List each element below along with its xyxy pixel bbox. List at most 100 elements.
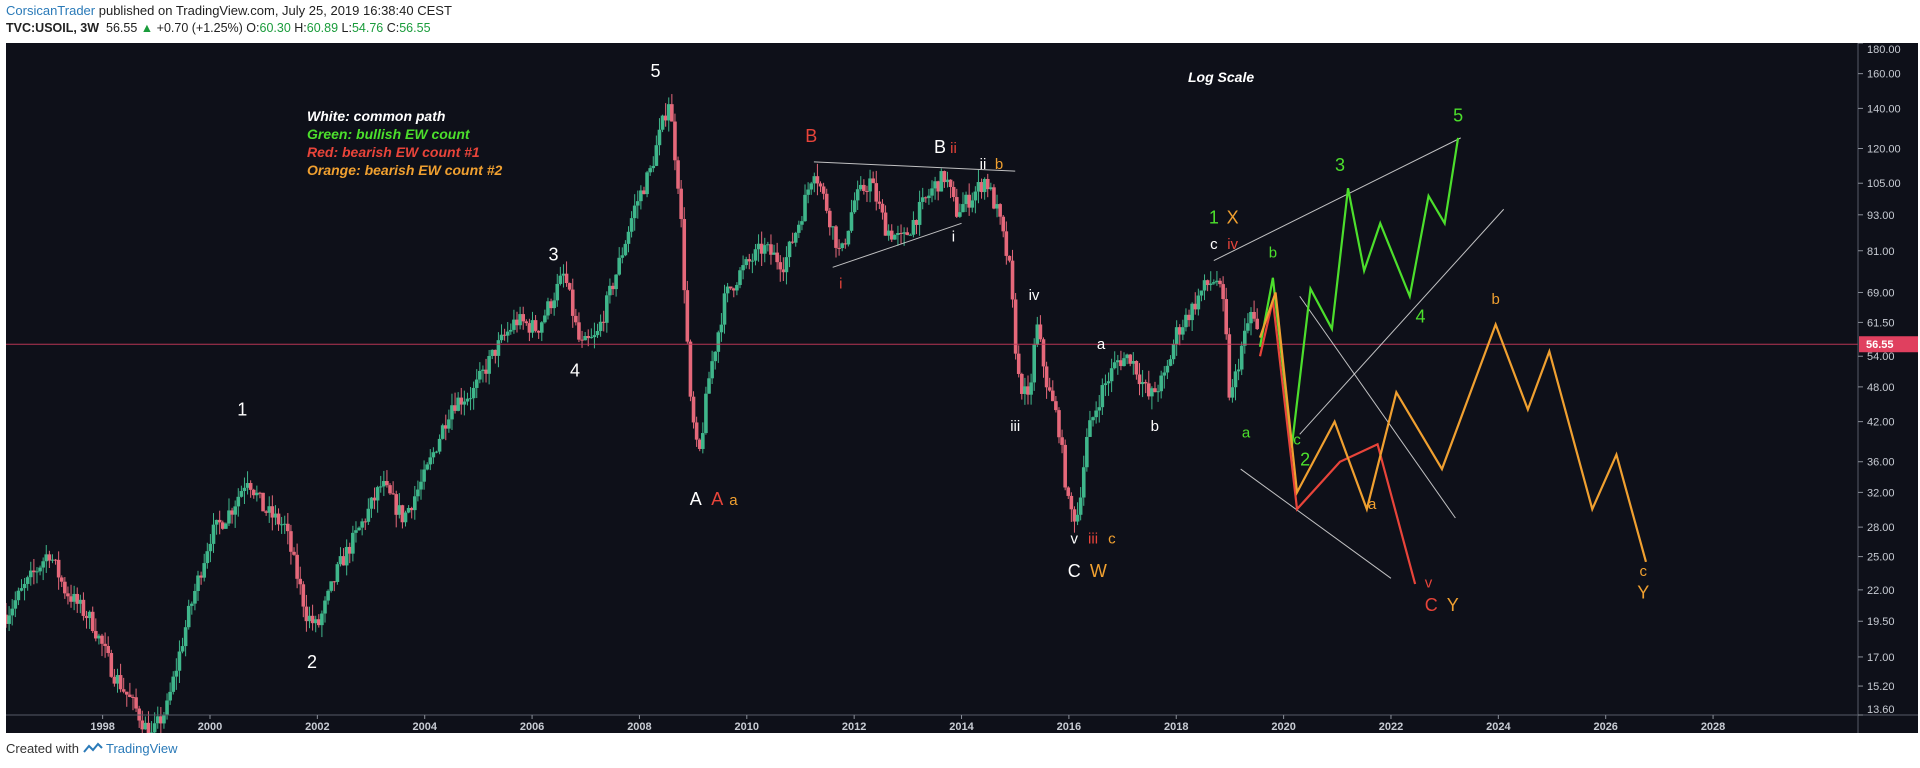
candle-body	[217, 519, 222, 523]
drawings-layer	[6, 137, 1858, 585]
candle-body	[13, 600, 18, 609]
candle-body	[766, 244, 770, 246]
candle-body	[605, 295, 609, 323]
candle-body	[803, 194, 807, 222]
candle-body	[109, 653, 114, 677]
time-tick-label: 2004	[412, 721, 437, 733]
candle-body	[490, 349, 495, 357]
candle-body	[809, 183, 814, 190]
candle-body	[372, 497, 377, 501]
wave-label: 5	[651, 61, 661, 81]
candle-body	[750, 260, 755, 262]
candle-body	[131, 696, 135, 698]
candle-body	[728, 286, 733, 289]
candle-body	[453, 405, 457, 411]
candle-body	[112, 676, 117, 684]
candle-body	[282, 523, 287, 525]
candle-body	[608, 285, 612, 296]
candle-body	[1187, 314, 1191, 321]
candle-body	[1081, 467, 1086, 498]
candle-body	[1032, 344, 1037, 383]
wave-label: 2	[307, 652, 317, 672]
wave-label: 3	[549, 245, 559, 265]
candle-body	[1212, 282, 1216, 284]
candle-body	[1035, 324, 1040, 345]
time-tick-label: 2014	[949, 721, 974, 733]
candle-body	[298, 578, 303, 585]
candle-body	[146, 722, 151, 733]
candle-body	[657, 129, 662, 146]
candle-body	[880, 203, 885, 213]
close-label: C:	[386, 21, 400, 35]
candle-body	[1233, 371, 1238, 388]
candle-body	[1044, 366, 1049, 388]
candle-body	[208, 543, 213, 552]
candle-body	[849, 212, 854, 231]
wave-label: 1	[1209, 207, 1219, 227]
candle-body	[1078, 497, 1083, 515]
candle-body	[620, 255, 625, 258]
candle-body	[1159, 375, 1163, 392]
candle-body	[505, 331, 510, 336]
wave-label: v	[1071, 530, 1079, 547]
price-tick-label: 19.50	[1867, 616, 1895, 628]
time-tick-label: 2020	[1271, 721, 1295, 733]
candle-body	[1131, 361, 1136, 364]
candle-body	[902, 232, 906, 234]
candle-body	[735, 284, 739, 291]
wave-label: b	[995, 156, 1003, 173]
wave-label: A	[690, 489, 702, 509]
author-link[interactable]: CorsicanTrader	[6, 3, 96, 18]
candle-body	[1094, 410, 1098, 418]
candle-body	[933, 181, 937, 189]
candle-body	[617, 257, 622, 275]
candle-body	[1060, 437, 1064, 445]
candle-body	[1020, 373, 1024, 394]
wave-label: iv	[1227, 236, 1238, 253]
candle-body	[344, 546, 349, 566]
candle-body	[44, 554, 49, 562]
candle-body	[1085, 436, 1089, 468]
candle-body	[818, 183, 823, 187]
time-tick-label: 2028	[1701, 721, 1725, 733]
candle-body	[403, 512, 408, 523]
candle-body	[425, 464, 429, 470]
wave-label: iii	[1088, 530, 1098, 547]
candle-body	[577, 322, 581, 340]
candle-body	[78, 599, 83, 604]
price-tick-label: 42.00	[1867, 417, 1895, 429]
candle-body	[382, 481, 386, 487]
candle-body	[824, 193, 829, 211]
candle-body	[394, 494, 399, 515]
candle-body	[1171, 344, 1176, 360]
wave-label: W	[1090, 561, 1107, 581]
candle-body	[831, 226, 835, 228]
candle-body	[694, 422, 699, 440]
candle-body	[1109, 368, 1114, 382]
candle-body	[32, 570, 36, 573]
candle-body	[521, 314, 525, 322]
candle-body	[704, 393, 708, 434]
candle-body	[128, 694, 132, 697]
candle-body	[834, 226, 838, 248]
candle-body	[1116, 360, 1120, 363]
tradingview-brand-link[interactable]: TradingView	[106, 741, 178, 756]
candle-body	[1177, 327, 1182, 335]
candle-body	[1047, 387, 1052, 391]
candle-body	[10, 608, 14, 616]
wave-label: c	[1210, 236, 1218, 253]
candle-body	[459, 397, 464, 405]
created-with-text: Created with	[6, 741, 79, 756]
candle-body	[205, 551, 210, 564]
candle-body	[100, 635, 104, 644]
candle-body	[87, 611, 92, 619]
candle-body	[502, 334, 507, 336]
candle-body	[865, 190, 869, 192]
candle-body	[56, 559, 61, 578]
candle-body	[1143, 382, 1148, 384]
candle-body	[239, 491, 244, 497]
candle-body	[574, 315, 578, 323]
